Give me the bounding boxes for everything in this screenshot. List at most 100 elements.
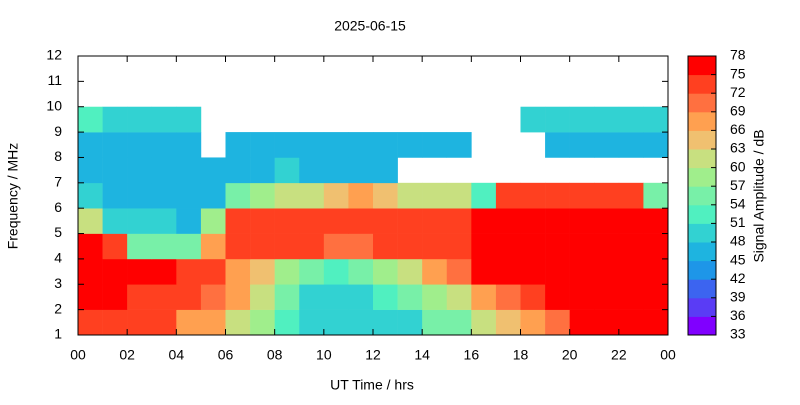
heat-cell: [127, 258, 153, 285]
heat-cell: [643, 106, 669, 133]
colorbar-segment: [688, 204, 716, 224]
heat-cell: [323, 208, 349, 234]
heat-cell: [127, 106, 153, 133]
heat-cell: [618, 284, 644, 310]
heat-cell: [618, 132, 644, 158]
heat-cell: [348, 284, 374, 310]
heat-cell: [569, 132, 595, 158]
colorbar-tick-label: 57: [730, 177, 746, 193]
heat-cell: [520, 233, 546, 260]
heat-cell: [618, 208, 644, 234]
colorbar-label: Signal Amplitude / dB: [751, 129, 767, 262]
y-axis-label: Frequency / MHz: [5, 143, 21, 250]
heat-cell: [643, 258, 669, 285]
x-tick-label: 22: [611, 347, 627, 363]
heat-cell: [127, 132, 153, 158]
heat-cell: [422, 233, 448, 260]
heat-cell: [594, 182, 620, 209]
colorbar-segment: [688, 279, 716, 299]
colorbar-segment: [688, 93, 716, 113]
colorbar-tick-label: 45: [730, 251, 746, 267]
colorbar-tick-label: 60: [730, 158, 746, 174]
heat-cell: [102, 132, 128, 158]
heat-cell: [274, 284, 300, 310]
heat-cell: [373, 309, 398, 336]
heat-cell: [446, 284, 472, 310]
colorbar-tick-label: 75: [730, 65, 746, 81]
heat-cell: [397, 132, 423, 158]
heat-cell: [151, 157, 177, 184]
heat-cell: [102, 182, 128, 209]
heat-cell: [422, 309, 448, 336]
heat-cell: [225, 182, 251, 209]
heat-cell: [127, 233, 153, 260]
heat-cell: [274, 233, 300, 260]
heat-cell: [225, 208, 251, 234]
heat-cell: [373, 132, 398, 158]
heat-cell: [200, 233, 226, 260]
heat-cell: [618, 106, 644, 133]
heat-cell: [545, 182, 570, 209]
heat-cell: [151, 208, 177, 234]
x-tick-label: 10: [316, 347, 332, 363]
heat-cell: [643, 182, 669, 209]
heat-cell: [78, 182, 103, 209]
heat-cell: [569, 233, 595, 260]
heat-cell: [471, 208, 497, 234]
heat-cell: [569, 208, 595, 234]
x-tick-label: 00: [660, 347, 676, 363]
heat-cell: [348, 258, 374, 285]
heat-cell: [643, 284, 669, 310]
y-tick-label: 7: [54, 174, 62, 190]
heat-cell: [299, 182, 325, 209]
heat-cell: [323, 309, 349, 336]
heat-cell: [78, 208, 103, 234]
heat-cell: [274, 132, 300, 158]
colorbar-segment: [688, 111, 716, 131]
heat-cell: [446, 309, 472, 336]
heat-cell: [397, 258, 423, 285]
heat-cell: [643, 208, 669, 234]
chart-title: 2025-06-15: [334, 18, 406, 34]
heat-cell: [520, 258, 546, 285]
y-tick-label: 8: [54, 148, 62, 164]
heat-cell: [225, 132, 251, 158]
x-tick-label: 16: [464, 347, 480, 363]
colorbar-segment: [688, 56, 716, 76]
heat-cell: [127, 208, 153, 234]
heat-cell: [200, 258, 226, 285]
heat-cell: [446, 132, 472, 158]
heat-cell: [250, 309, 275, 336]
colorbar-segment: [688, 316, 716, 336]
heat-cell: [446, 208, 472, 234]
y-tick-label: 5: [54, 224, 62, 240]
heat-cell: [348, 309, 374, 336]
y-tick-label: 6: [54, 199, 62, 215]
x-tick-label: 02: [119, 347, 135, 363]
heat-cell: [176, 208, 202, 234]
colorbar-tick-label: 54: [730, 196, 746, 212]
heat-cell: [569, 106, 595, 133]
heat-cell: [594, 284, 620, 310]
heat-cell: [373, 182, 398, 209]
heat-cell: [348, 233, 374, 260]
heat-cell: [422, 182, 448, 209]
y-tick-label: 12: [46, 47, 62, 63]
heat-cell: [225, 157, 251, 184]
heat-cell: [471, 258, 497, 285]
colorbar-tick-label: 42: [730, 270, 746, 286]
heat-cell: [422, 258, 448, 285]
heat-cell: [471, 309, 497, 336]
heat-cell: [176, 157, 202, 184]
heat-cell: [397, 233, 423, 260]
colorbar-tick-label: 78: [730, 47, 746, 63]
heat-cell: [569, 258, 595, 285]
heat-cell: [299, 258, 325, 285]
colorbar-segment: [688, 242, 716, 262]
heat-cell: [151, 309, 177, 336]
heat-cell: [520, 106, 546, 133]
heat-cell: [373, 284, 398, 310]
heat-cell: [569, 284, 595, 310]
heat-cell: [373, 157, 398, 184]
heat-cell: [397, 208, 423, 234]
